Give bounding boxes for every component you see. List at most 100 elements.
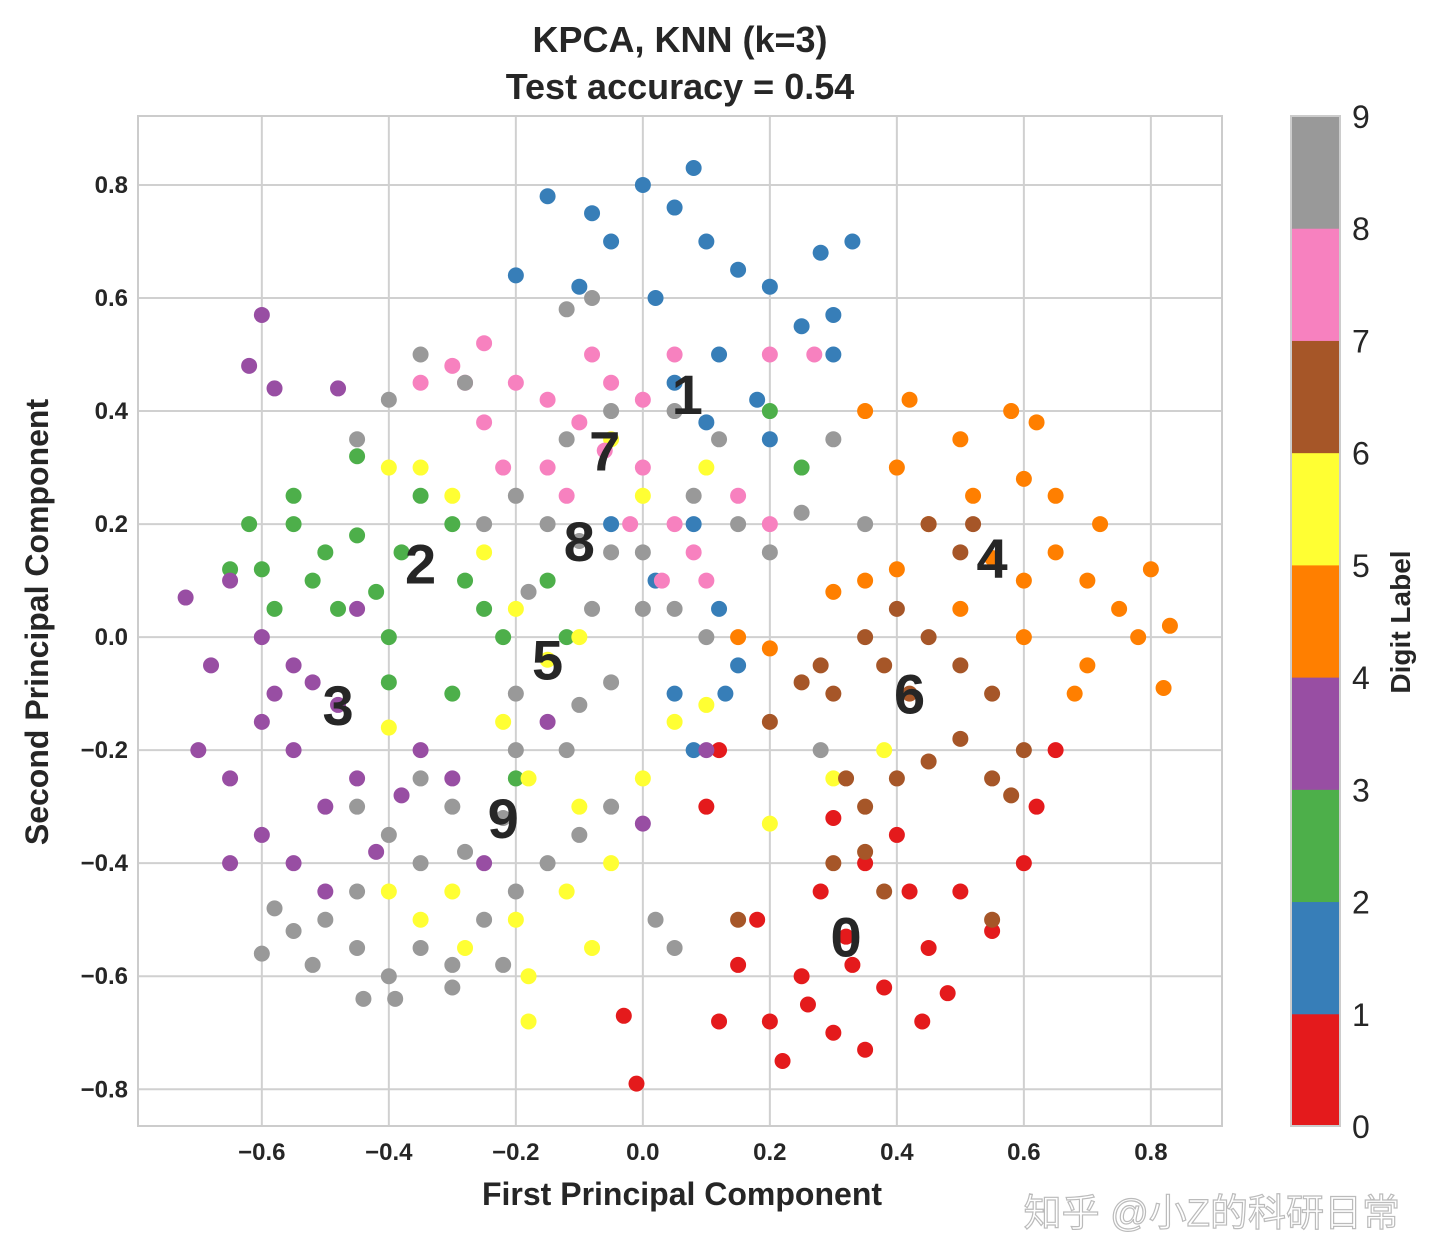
points — [177, 159, 1178, 1092]
point-digit-4 — [1015, 572, 1032, 589]
point-digit-1 — [685, 742, 702, 759]
point-digit-5 — [444, 487, 461, 504]
colorbar-tick-label: 8 — [1352, 211, 1370, 247]
point-digit-1 — [584, 205, 601, 222]
point-digit-8 — [634, 600, 651, 617]
point-digit-7 — [698, 572, 715, 589]
point-digit-0 — [749, 911, 766, 928]
point-digit-8 — [812, 742, 829, 759]
point-digit-2 — [349, 527, 366, 544]
point-digit-4 — [1142, 561, 1159, 578]
x-tick-labels: −0.6 −0.4 −0.2 0.0 0.2 0.4 0.6 0.8 — [238, 1139, 1167, 1166]
point-digit-1 — [844, 233, 861, 250]
point-digit-4 — [761, 640, 778, 657]
plot-frame — [137, 115, 1223, 1127]
point-digit-6 — [952, 657, 969, 674]
point-digit-1 — [634, 176, 651, 193]
point-digit-7 — [653, 572, 670, 589]
point-digit-7 — [622, 516, 639, 533]
point-digit-2 — [393, 544, 410, 561]
point-digit-7 — [634, 391, 651, 408]
point-digit-9 — [495, 809, 512, 826]
point-digit-0 — [984, 923, 1001, 940]
point-digit-1 — [603, 233, 620, 250]
point-digit-0 — [711, 742, 728, 759]
point-digit-5 — [825, 770, 842, 787]
point-digit-8 — [634, 544, 651, 561]
point-digit-9 — [571, 826, 588, 843]
point-digit-2 — [266, 600, 283, 617]
point-digit-8 — [507, 487, 524, 504]
point-digit-0 — [939, 985, 956, 1002]
point-digit-7 — [539, 391, 556, 408]
point-digit-7 — [539, 459, 556, 476]
point-digit-0 — [730, 956, 747, 973]
point-digit-8 — [857, 516, 874, 533]
point-digit-9 — [349, 883, 366, 900]
point-digit-4 — [1161, 617, 1178, 634]
point-digit-6 — [920, 516, 937, 533]
cluster-label-4: 4 — [977, 527, 1008, 590]
point-digit-8 — [603, 674, 620, 691]
point-digit-9 — [666, 939, 683, 956]
point-digit-9 — [304, 956, 321, 973]
point-digit-5 — [761, 815, 778, 832]
point-digit-6 — [920, 629, 937, 646]
point-digit-3 — [349, 600, 366, 617]
point-digit-7 — [806, 346, 823, 363]
point-digit-3 — [444, 770, 461, 787]
point-digit-6 — [857, 843, 874, 860]
point-digit-7 — [730, 487, 747, 504]
point-digit-6 — [825, 855, 842, 872]
y-tick-label: −0.8 — [81, 1076, 128, 1103]
x-tick-label: 0.8 — [1134, 1139, 1167, 1166]
point-digit-9 — [266, 900, 283, 917]
point-digit-1 — [603, 516, 620, 533]
colorbar-segment — [1291, 677, 1340, 790]
colorbar-tick-label: 1 — [1352, 997, 1370, 1033]
point-digit-4 — [730, 629, 747, 646]
point-digit-9 — [444, 798, 461, 815]
point-digit-6 — [761, 713, 778, 730]
point-digit-3 — [222, 572, 239, 589]
point-digit-9 — [412, 939, 429, 956]
point-digit-1 — [685, 516, 702, 533]
y-tick-label: 0.0 — [95, 624, 128, 651]
point-digit-9 — [507, 742, 524, 759]
point-digit-0 — [844, 956, 861, 973]
point-digit-0 — [888, 826, 905, 843]
point-digit-9 — [412, 770, 429, 787]
point-digit-2 — [349, 448, 366, 465]
point-digit-8 — [603, 544, 620, 561]
point-digit-0 — [793, 968, 810, 985]
point-digit-7 — [476, 335, 493, 352]
point-digit-1 — [825, 306, 842, 323]
point-digit-9 — [647, 911, 664, 928]
point-digit-3 — [203, 657, 220, 674]
x-tick-label: −0.2 — [492, 1139, 539, 1166]
point-digit-5 — [571, 629, 588, 646]
point-digit-6 — [984, 770, 1001, 787]
x-tick-label: 0.4 — [880, 1139, 914, 1166]
chart-title-line2: Test accuracy = 0.54 — [506, 66, 855, 107]
point-digit-4 — [984, 549, 1001, 566]
y-tick-labels: −0.8 −0.6 −0.4 −0.2 0.0 0.2 0.4 0.6 0.8 — [81, 172, 129, 1103]
point-digit-5 — [520, 770, 537, 787]
point-digit-5 — [412, 911, 429, 928]
point-digit-4 — [825, 583, 842, 600]
point-digit-3 — [393, 787, 410, 804]
point-digit-1 — [685, 159, 702, 176]
point-digit-1 — [812, 244, 829, 261]
point-digit-4 — [888, 561, 905, 578]
point-digit-9 — [457, 843, 474, 860]
point-digit-1 — [711, 346, 728, 363]
point-digit-9 — [444, 956, 461, 973]
point-digit-3 — [698, 742, 715, 759]
watermark: 知乎 @小Z的科研日常 — [1024, 1193, 1400, 1234]
point-digit-2 — [368, 583, 385, 600]
point-digit-8 — [520, 583, 537, 600]
point-digit-1 — [539, 188, 556, 205]
point-digit-5 — [520, 1013, 537, 1030]
chart-title-line1: KPCA, KNN (k=3) — [532, 19, 827, 60]
colorbar-segment — [1291, 340, 1340, 454]
